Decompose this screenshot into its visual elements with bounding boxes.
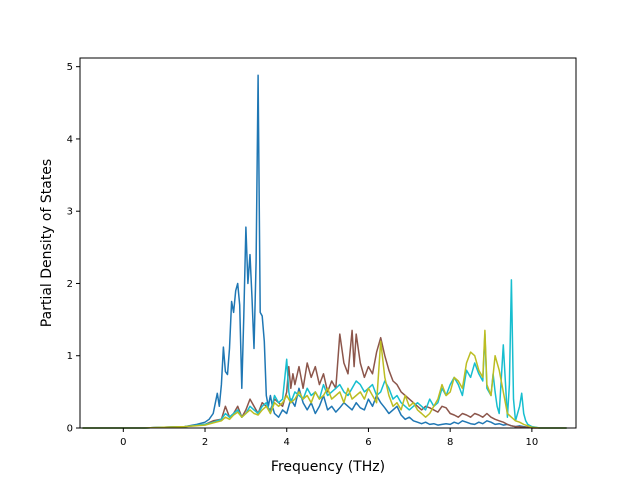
y-tick-label: 2: [67, 279, 73, 290]
x-tick-label: 0: [120, 437, 126, 448]
series-line-2: [82, 329, 567, 429]
series-line-3: [82, 279, 567, 429]
y-tick-label: 3: [67, 207, 73, 218]
x-tick-label: 10: [526, 437, 539, 448]
y-tick-label: 0: [67, 424, 73, 435]
series-line-4: [82, 329, 567, 429]
series-line-1: [82, 74, 567, 429]
x-tick-label: 4: [284, 437, 290, 448]
x-tick-label: 6: [365, 437, 371, 448]
x-tick-label: 8: [447, 437, 453, 448]
plot-area: [82, 74, 567, 429]
y-tick-label: 5: [67, 62, 73, 73]
y-axis-label: Partial Density of States: [39, 159, 55, 327]
y-tick-label: 1: [67, 351, 73, 362]
y-axis-ticks: 0 1 2 3 4 5: [67, 62, 80, 435]
y-tick-label: 4: [67, 134, 73, 145]
x-tick-label: 2: [202, 437, 208, 448]
axes-frame: [79, 57, 577, 429]
x-axis-label: Frequency (THz): [271, 459, 385, 475]
x-axis-ticks: 0 2 4 6 8 10: [120, 428, 538, 448]
